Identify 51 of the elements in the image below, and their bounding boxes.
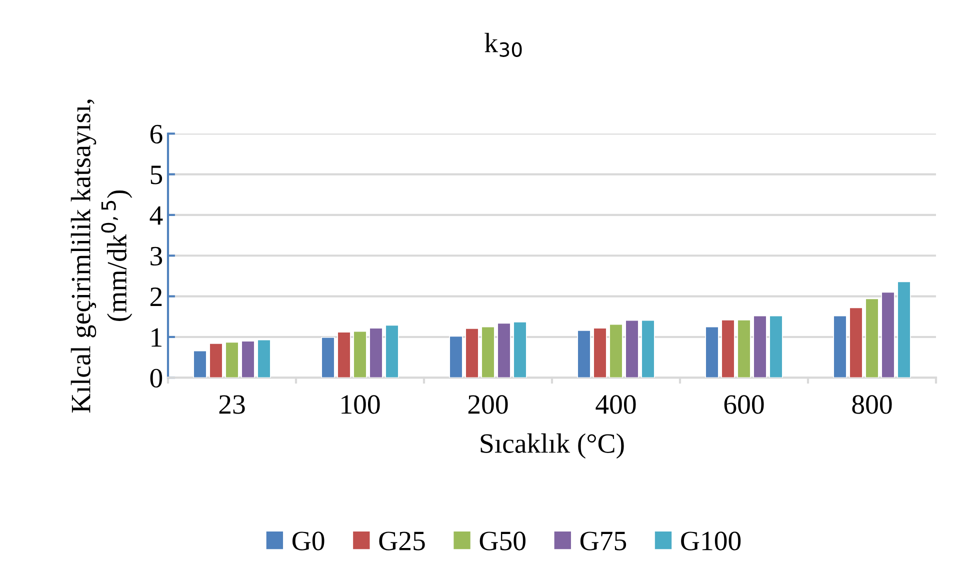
bar (753, 315, 767, 378)
bar (625, 320, 639, 378)
x-axis-title: Sıcaklık (°C) (480, 433, 624, 459)
bar (321, 336, 335, 378)
bar (833, 315, 847, 378)
legend-label: G0 (292, 532, 324, 550)
x-tick-label: 600 (724, 395, 764, 414)
bar (337, 332, 351, 378)
x-tick-label: 23 (219, 395, 245, 414)
bar (193, 350, 207, 378)
bar (369, 328, 383, 378)
y-tick-label: 6 (150, 124, 162, 144)
legend-label: G25 (379, 532, 425, 550)
y-tick-label: 2 (150, 288, 162, 306)
bar (225, 342, 239, 378)
y-tick-label: 1 (152, 328, 162, 347)
bar (769, 315, 783, 378)
bar (865, 298, 879, 378)
bar (897, 281, 911, 378)
x-tick-label: 100 (342, 395, 380, 414)
y-tick-label: 4 (150, 206, 163, 225)
bar (209, 343, 223, 378)
bar (257, 339, 271, 378)
x-tick-label: 400 (596, 395, 636, 414)
legend-label: G50 (480, 532, 526, 550)
bar (481, 326, 495, 378)
y-axis-title: Kılcal geçirimlilik katsayısı, (mm/dk$^{0,5}$) (70, 100, 132, 413)
x-tick-label: 800 (852, 395, 892, 414)
bar (849, 307, 863, 378)
legend-label: G100 (681, 532, 741, 550)
bar (881, 292, 895, 378)
bar (705, 326, 719, 378)
bar (609, 324, 623, 378)
bar (641, 320, 655, 378)
x-tick-label: 200 (468, 395, 508, 414)
bar (449, 336, 463, 378)
bar (577, 330, 591, 378)
bar (513, 322, 527, 378)
bar (465, 328, 479, 378)
bar (353, 330, 367, 378)
bar (497, 322, 511, 378)
bar (241, 340, 255, 378)
y-tick-label: 3 (150, 246, 162, 266)
bar (737, 319, 751, 378)
legend-label: G75 (580, 532, 626, 550)
bar (385, 324, 399, 378)
bar (593, 328, 607, 378)
y-tick-label: 5 (150, 166, 162, 184)
y-tick-label: 0 (150, 368, 162, 388)
chart-title: k$_{30}$ (484, 32, 522, 57)
bar (721, 319, 735, 378)
